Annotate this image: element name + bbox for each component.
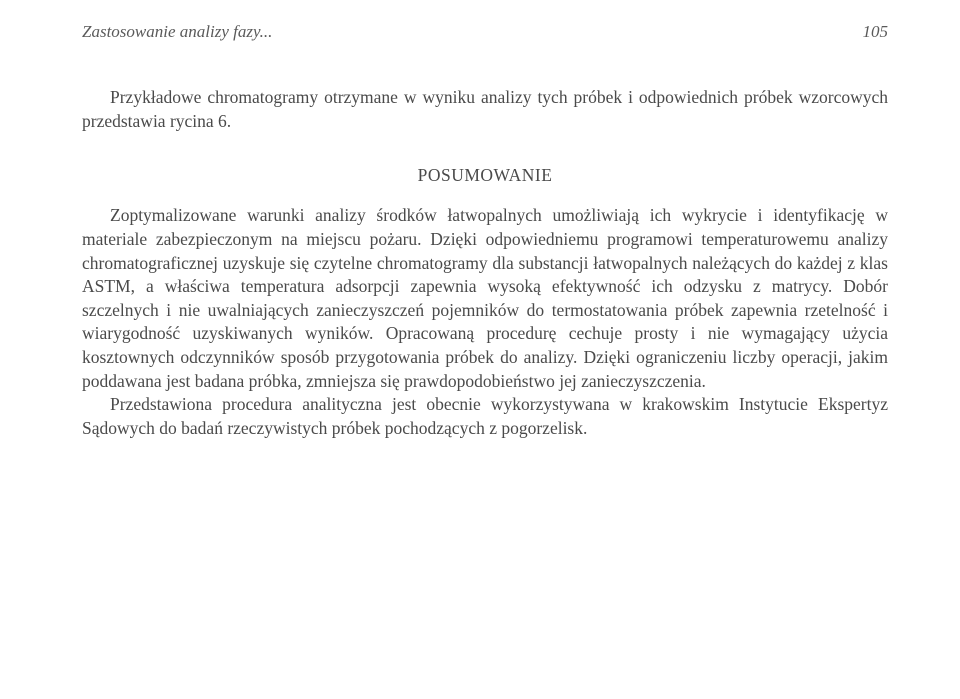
intro-text: Przykładowe chromatogramy otrzymane w wy…	[82, 87, 888, 131]
body-text: Zoptymalizowane warunki analizy środków …	[82, 204, 888, 440]
paragraph-2-text: Przedstawiona procedura analityczna jest…	[82, 394, 888, 438]
running-title: Zastosowanie analizy fazy...	[82, 22, 272, 42]
running-header: Zastosowanie analizy fazy... 105	[82, 22, 888, 42]
paragraph-2: Przedstawiona procedura analityczna jest…	[82, 393, 888, 440]
section-title: POSUMOWANIE	[82, 165, 888, 186]
paragraph-1: Zoptymalizowane warunki analizy środków …	[82, 204, 888, 393]
intro-paragraph: Przykładowe chromatogramy otrzymane w wy…	[82, 86, 888, 133]
document-page: Zastosowanie analizy fazy... 105 Przykła…	[0, 0, 960, 441]
page-number: 105	[863, 22, 889, 42]
paragraph-1-text: Zoptymalizowane warunki analizy środków …	[82, 205, 888, 390]
